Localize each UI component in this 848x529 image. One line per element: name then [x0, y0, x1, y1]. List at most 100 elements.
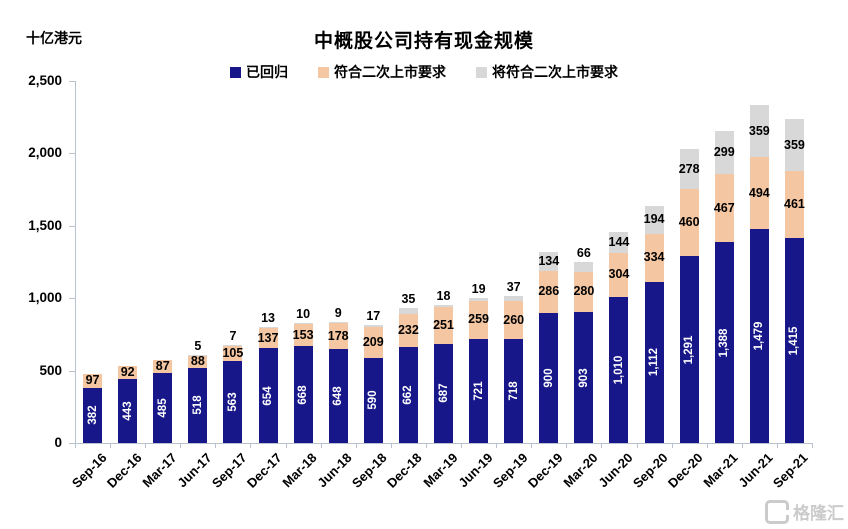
- bar-value-label: 1,291: [683, 335, 696, 364]
- x-axis-tick: [215, 443, 217, 448]
- x-axis-tick: [812, 443, 813, 448]
- bar-value-label: 232: [397, 322, 419, 337]
- bar-value-label: 87: [155, 358, 170, 373]
- legend-label: 将符合二次上市要求: [492, 64, 618, 80]
- gelonghui-logo-icon: [765, 499, 790, 524]
- bar-segment: [504, 296, 524, 302]
- x-axis-tick: [390, 443, 392, 448]
- bar-segment: [293, 322, 313, 325]
- x-axis-tick: [75, 443, 76, 448]
- x-axis-tick: [636, 443, 638, 448]
- bar-value-label: 259: [468, 312, 490, 327]
- bar-value-label: 485: [156, 398, 169, 418]
- bar-value-label: 97: [85, 373, 100, 388]
- x-axis-tick: [671, 443, 673, 448]
- y-axis-tick-label: 2,000: [28, 145, 62, 161]
- bar-segment: [223, 345, 243, 347]
- bar-value-label: 900: [542, 368, 555, 388]
- bar-segment: [574, 312, 594, 443]
- bar-segment: [118, 365, 138, 379]
- bar-segment: [539, 251, 559, 272]
- y-axis-unit-label: 十亿港元: [26, 30, 82, 46]
- bar-segment: [83, 387, 103, 443]
- bar-value-label: 1,112: [648, 348, 661, 377]
- bar-segment: [258, 348, 278, 443]
- bar-segment: [504, 301, 524, 340]
- bar-segment: [574, 271, 594, 313]
- x-axis-tick: [285, 443, 287, 448]
- bar-segment: [328, 322, 348, 324]
- y-axis-tick-label: 500: [39, 362, 62, 378]
- legend-item-0: 已回归: [230, 62, 288, 82]
- bar-value-label: 359: [748, 123, 770, 138]
- bar-value-label: 304: [608, 267, 630, 282]
- bar-value-label: 178: [327, 328, 349, 343]
- bar-segment: [223, 361, 243, 443]
- chart-title: 中概股公司持有现金规模: [313, 31, 534, 52]
- bar-value-label: 1,479: [753, 321, 766, 351]
- bar-value-label: 92: [120, 364, 135, 379]
- bar-value-label: 209: [362, 334, 384, 349]
- watermark-text: 格隆汇: [793, 504, 844, 523]
- bar-segment: [293, 346, 313, 443]
- bar-value-label: 721: [472, 381, 485, 401]
- bar-value-label: 7: [229, 329, 237, 344]
- y-axis-tick-label: 2,500: [28, 73, 62, 88]
- bar-segment: [504, 339, 524, 443]
- bar-segment: [434, 343, 453, 443]
- bar-value-label: 153: [292, 327, 314, 342]
- bar-segment: [609, 296, 629, 443]
- legend-item-1: 符合二次上市要求: [318, 62, 446, 82]
- bar-value-label: 194: [643, 212, 665, 227]
- x-axis-tick: [601, 443, 603, 448]
- bar-value-label: 280: [573, 284, 595, 299]
- bar-segment: [679, 189, 699, 257]
- bar-value-label: 134: [538, 254, 560, 269]
- bar-value-label: 563: [226, 392, 239, 412]
- bar-value-label: 13: [261, 310, 275, 325]
- x-axis-line: [75, 443, 813, 444]
- bar-value-label: 5: [194, 338, 202, 353]
- bar-value-label: 251: [433, 317, 454, 332]
- bar-value-label: 334: [643, 250, 665, 265]
- x-axis-tick: [145, 443, 147, 448]
- x-axis-tick: [706, 443, 708, 448]
- bar-segment: [223, 346, 243, 362]
- bar-segment: [574, 262, 594, 272]
- bar-segment: [679, 149, 699, 190]
- bar-segment: [188, 354, 208, 356]
- x-axis-tick: [461, 443, 463, 448]
- legend-item-2: 将符合二次上市要求: [476, 62, 618, 82]
- bar-segment: [609, 231, 629, 253]
- bar-segment: [434, 304, 453, 308]
- legend-swatch-icon: [230, 66, 241, 78]
- bar-segment: [469, 301, 489, 339]
- bar-value-label: 286: [538, 284, 560, 299]
- bar-segment: [609, 252, 629, 297]
- x-axis-tick: [776, 443, 778, 448]
- legend-swatch-icon: [318, 66, 329, 78]
- y-axis-tick-label: 1,000: [28, 290, 62, 306]
- bar-value-label: 467: [713, 200, 735, 215]
- bar-value-label: 1,010: [612, 355, 625, 385]
- bar-value-label: 66: [576, 246, 591, 261]
- x-axis-tick: [320, 443, 322, 448]
- bar-value-label: 278: [678, 161, 700, 176]
- x-axis-tick: [496, 443, 498, 448]
- bar-segment: [784, 171, 804, 239]
- bar-segment: [258, 326, 278, 329]
- bar-segment: [714, 131, 734, 175]
- x-axis-tick: [566, 443, 568, 448]
- y-axis-tick: [69, 443, 75, 444]
- y-axis-tick-label: 0: [54, 435, 62, 450]
- legend-label: 符合二次上市要求: [334, 64, 446, 80]
- bar-segment: [784, 119, 804, 172]
- x-axis-tick: [355, 443, 357, 448]
- bar-segment: [644, 205, 664, 234]
- bar-segment: [749, 228, 769, 443]
- x-axis-tick: [110, 443, 112, 448]
- y-axis-tick: [69, 370, 75, 372]
- legend-swatch-icon: [476, 66, 487, 78]
- bar-value-label: 718: [507, 381, 520, 401]
